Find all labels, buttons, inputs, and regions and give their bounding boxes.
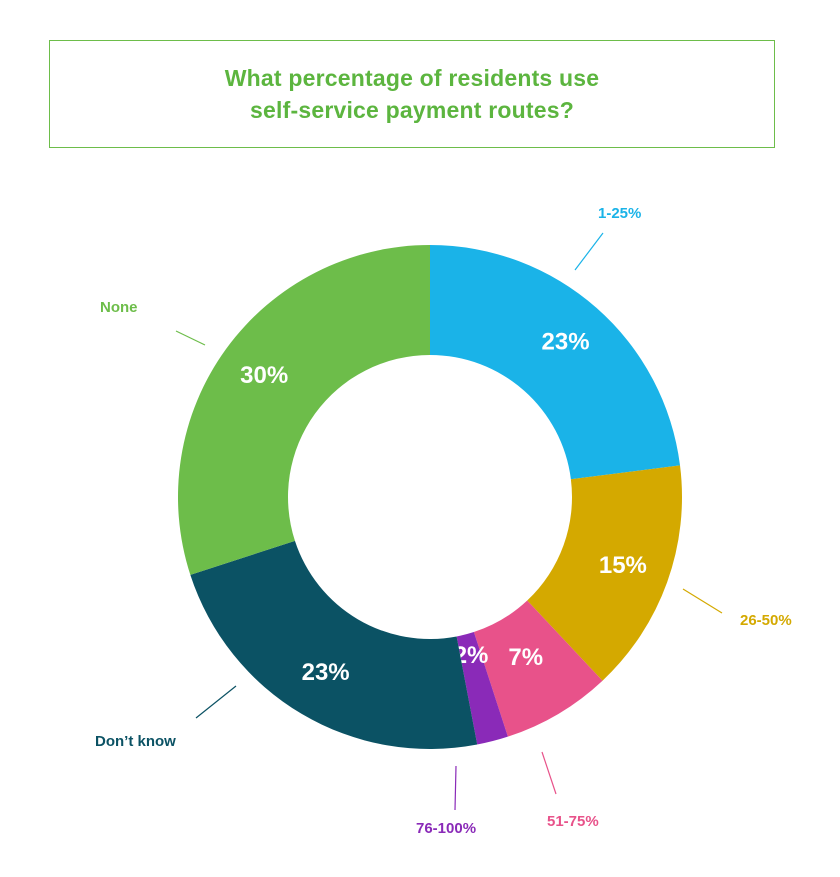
- callout-line-76-100: [454, 765, 457, 811]
- donut-slice-none: [177, 245, 430, 575]
- category-label-1-25: 1-25%: [598, 205, 641, 222]
- callout-line-1-25: [574, 232, 604, 271]
- category-label-76-100: 76-100%: [416, 820, 476, 837]
- slice-value-label-51-75: 7%: [508, 644, 543, 671]
- donut-slice-51-75: [473, 600, 603, 737]
- callout-line-26-50: [682, 588, 723, 614]
- slice-value-label-1-25: 23%: [542, 329, 590, 356]
- category-label-51-75: 51-75%: [547, 813, 599, 830]
- chart-title-line-1: What percentage of residents use: [224, 65, 600, 91]
- category-label-don-t-know: Don’t know: [95, 733, 176, 750]
- callout-line-51-75: [541, 751, 557, 795]
- donut-slice-76-100: [456, 632, 508, 745]
- chart-title-line-2: self-service payment routes?: [250, 97, 574, 123]
- callout-line-none: [175, 330, 206, 346]
- donut-slice-26-50: [527, 465, 682, 681]
- category-label-26-50: 26-50%: [740, 612, 792, 629]
- category-label-none: None: [100, 299, 138, 316]
- slice-value-label-don-t-know: 23%: [302, 659, 350, 686]
- donut-slice-don-t-know: [190, 540, 478, 749]
- callout-line-don-t-know: [195, 685, 237, 719]
- slice-value-label-26-50: 15%: [599, 552, 647, 579]
- donut-slice-1-25: [430, 245, 681, 480]
- chart-title-box: What percentage of residents use self-se…: [49, 40, 775, 148]
- slice-value-label-none: 30%: [240, 362, 288, 389]
